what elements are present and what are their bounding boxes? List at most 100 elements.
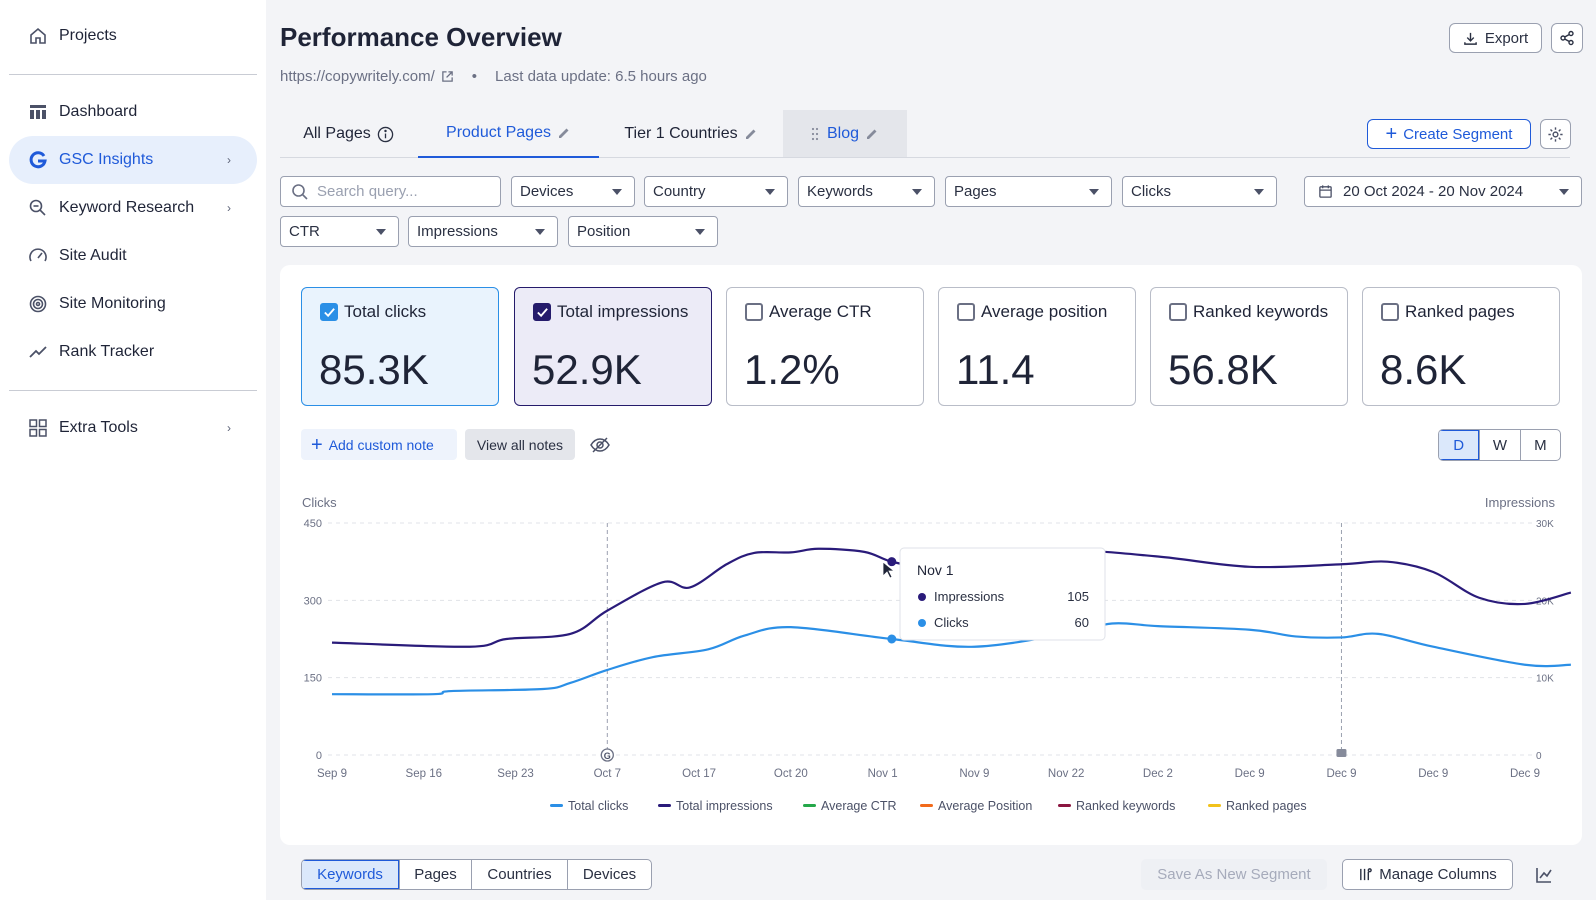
bottom-tab-keywords[interactable]: Keywords <box>302 860 399 889</box>
gauge-icon <box>27 245 49 267</box>
clicks-filter[interactable]: Clicks <box>1122 176 1277 207</box>
metric-total-clicks[interactable]: Total clicks 85.3K <box>301 287 499 406</box>
manage-columns-button[interactable]: Manage Columns <box>1342 859 1513 890</box>
y-tick-right: 20K <box>1536 596 1554 607</box>
ctr-filter[interactable]: CTR <box>280 216 399 247</box>
devices-filter[interactable]: Devices <box>511 176 635 207</box>
tooltip-row-label: Clicks <box>934 615 969 630</box>
legend-swatch <box>658 804 671 807</box>
site-url-link[interactable]: https://copywritely.com/ <box>280 68 435 85</box>
checkbox-unchecked[interactable] <box>1169 303 1187 321</box>
tab-label: Blog <box>826 124 860 142</box>
view-all-notes-button[interactable]: View all notes <box>465 429 575 460</box>
plus-icon: + <box>311 433 323 456</box>
hover-point-clicks <box>887 634 897 644</box>
granularity-week[interactable]: W <box>1479 430 1519 460</box>
sidebar-item-rank-tracker[interactable]: Rank Tracker <box>9 328 257 376</box>
eye-off-icon <box>589 436 611 454</box>
impressions-filter[interactable]: Impressions <box>408 216 558 247</box>
pencil-icon[interactable] <box>865 127 879 141</box>
apps-icon <box>27 417 49 439</box>
country-filter[interactable]: Country <box>644 176 788 207</box>
share-button[interactable] <box>1551 23 1583 53</box>
create-segment-button[interactable]: + Create Segment <box>1367 119 1531 149</box>
sidebar-item-gsc-insights[interactable]: GSC Insights › <box>9 136 257 184</box>
legend-swatch <box>550 804 563 807</box>
granularity-month[interactable]: M <box>1519 430 1560 460</box>
series-line-total-impressions <box>331 547 1572 648</box>
checkbox-checked[interactable] <box>320 303 338 321</box>
sidebar-item-label: Extra Tools <box>59 419 138 436</box>
dashboard-icon <box>27 101 49 123</box>
sidebar-item-extra-tools[interactable]: Extra Tools › <box>9 404 257 452</box>
metric-value: 56.8K <box>1168 346 1278 393</box>
info-icon[interactable] <box>377 126 394 143</box>
home-icon <box>27 25 49 47</box>
tab-label: Tier 1 Countries <box>624 125 738 142</box>
bottom-tabs: Keywords Pages Countries Devices <box>301 859 652 890</box>
checkbox-unchecked[interactable] <box>957 303 975 321</box>
legend-label: Total clicks <box>568 799 628 813</box>
metric-ranked-keywords[interactable]: Ranked keywords 56.8K <box>1150 287 1348 406</box>
sidebar-item-keyword-research[interactable]: Keyword Research › <box>9 184 257 232</box>
tab-all-pages[interactable]: All Pages <box>280 110 417 158</box>
sidebar-item-label: Rank Tracker <box>59 343 155 360</box>
checkbox-unchecked[interactable] <box>1381 303 1399 321</box>
tooltip-title: Nov 1 <box>917 562 954 578</box>
sidebar-item-site-audit[interactable]: Site Audit <box>9 232 257 280</box>
y-tick-left: 0 <box>316 750 322 762</box>
caret-down-icon <box>535 229 545 235</box>
position-filter[interactable]: Position <box>568 216 718 247</box>
bottom-tab-devices[interactable]: Devices <box>567 860 651 889</box>
checkbox-checked[interactable] <box>533 303 551 321</box>
filter-label: Clicks <box>1131 183 1171 200</box>
series-line-total-clicks <box>331 622 1571 696</box>
filter-label: Devices <box>520 183 574 200</box>
segment-settings-button[interactable] <box>1540 119 1571 149</box>
metric-ranked-pages[interactable]: Ranked pages 8.6K <box>1362 287 1560 406</box>
pencil-icon[interactable] <box>557 126 571 140</box>
caret-down-icon <box>695 229 705 235</box>
tab-blog[interactable]: Blog <box>783 110 907 157</box>
tooltip-row-value: 60 <box>1075 615 1089 630</box>
sidebar-item-projects[interactable]: Projects <box>9 12 257 60</box>
tab-label: All Pages <box>303 125 371 142</box>
pages-filter[interactable]: Pages <box>945 176 1112 207</box>
legend-swatch <box>920 804 933 807</box>
x-tick-label: Oct 7 <box>594 768 621 780</box>
keywords-filter[interactable]: Keywords <box>798 176 935 207</box>
chart-toggle-button[interactable] <box>1531 859 1557 890</box>
tab-product-pages[interactable]: Product Pages <box>418 110 599 158</box>
tab-tier-1-countries[interactable]: Tier 1 Countries <box>600 110 782 158</box>
drag-handle-icon[interactable] <box>811 127 819 141</box>
metric-average-position[interactable]: Average position 11.4 <box>938 287 1136 406</box>
tooltip-row-label: Impressions <box>934 589 1005 604</box>
metric-total-impressions[interactable]: Total impressions 52.9K <box>514 287 712 406</box>
pencil-icon[interactable] <box>744 127 758 141</box>
hide-notes-button[interactable] <box>588 429 612 460</box>
x-tick-label: Dec 9 <box>1510 768 1540 780</box>
granularity-day[interactable]: D <box>1439 430 1480 460</box>
share-icon <box>1559 30 1575 46</box>
legend-swatch <box>1208 804 1221 807</box>
create-segment-label: Create Segment <box>1403 125 1513 143</box>
search-input[interactable]: Search query... <box>280 176 501 207</box>
checkbox-unchecked[interactable] <box>745 303 763 321</box>
sidebar-item-dashboard[interactable]: Dashboard <box>9 88 257 136</box>
save-as-new-segment-button[interactable]: Save As New Segment <box>1141 859 1327 890</box>
external-link-icon[interactable] <box>441 70 454 83</box>
sidebar-item-site-monitoring[interactable]: Site Monitoring <box>9 280 257 328</box>
monitoring-icon <box>27 293 49 315</box>
caret-down-icon <box>1559 189 1569 195</box>
date-range-picker[interactable]: 20 Oct 2024 - 20 Nov 2024 <box>1304 176 1582 207</box>
separator-dot: • <box>471 68 478 85</box>
metric-label: Average CTR <box>769 302 872 321</box>
metric-average-ctr[interactable]: Average CTR 1.2% <box>726 287 924 406</box>
bottom-tab-pages[interactable]: Pages <box>399 860 471 889</box>
bottom-tab-countries[interactable]: Countries <box>471 860 567 889</box>
add-custom-note-button[interactable]: + Add custom note <box>301 429 457 460</box>
legend-label: Total impressions <box>676 799 773 813</box>
search-placeholder: Search query... <box>317 183 418 200</box>
filter-label: Keywords <box>807 183 873 200</box>
export-button[interactable]: Export <box>1449 23 1542 53</box>
